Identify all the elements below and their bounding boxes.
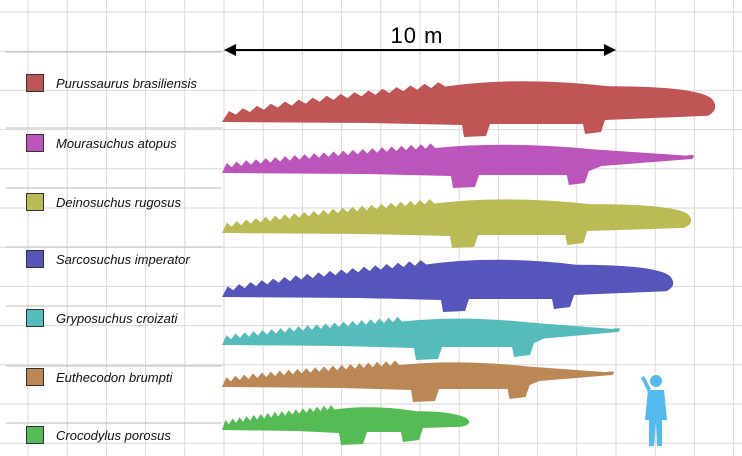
legend-label: Mourasuchus atopus: [56, 135, 177, 151]
legend-label: Euthecodon brumpti: [56, 369, 173, 385]
silhouette-purussaurus: [222, 81, 716, 137]
legend-item-euthecodon: Euthecodon brumpti: [26, 367, 172, 387]
legend-swatch: [26, 368, 44, 386]
legend-swatch: [26, 309, 44, 327]
legend-swatch: [26, 426, 44, 444]
legend-label: Gryposuchus croizati: [56, 310, 178, 326]
silhouette-euthecodon: [222, 360, 614, 402]
legend-label: Purussaurus brasiliensis: [56, 75, 197, 91]
legend-swatch: [26, 193, 44, 211]
legend-item-gryposuchus: Gryposuchus croizati: [26, 308, 177, 328]
silhouette-deinosuchus: [222, 199, 692, 248]
legend-item-deinosuchus: Deinosuchus rugosus: [26, 192, 181, 212]
silhouette-gryposuchus: [222, 316, 620, 360]
human-silhouette-icon: [641, 375, 667, 446]
scale-bar: [224, 44, 616, 56]
legend-item-mourasuchus: Mourasuchus atopus: [26, 133, 177, 153]
legend-swatch: [26, 74, 44, 92]
legend-label: Sarcosuchus imperator: [56, 251, 190, 267]
legend-label: Deinosuchus rugosus: [56, 194, 182, 210]
legend-item-purussaurus: Purussaurus brasiliensis: [26, 73, 197, 93]
scale-bar-label: 10 m: [390, 23, 444, 48]
silhouette-sarcosuchus: [222, 259, 674, 312]
legend-label: Crocodylus porosus: [56, 427, 171, 443]
silhouette-mourasuchus: [222, 143, 694, 188]
legend-swatch: [26, 134, 44, 152]
legend-item-sarcosuchus: Sarcosuchus imperator: [26, 249, 190, 269]
legend-item-crocodylus: Crocodylus porosus: [26, 425, 171, 445]
silhouette-crocodylus: [222, 404, 470, 445]
legend-swatch: [26, 250, 44, 268]
